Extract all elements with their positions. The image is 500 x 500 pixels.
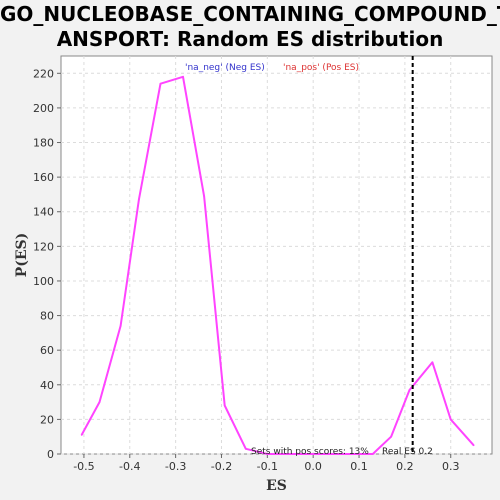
- grid-lines: [61, 56, 492, 455]
- data-point: [203, 195, 205, 197]
- data-point: [349, 453, 351, 455]
- y-tick-label: 20: [40, 413, 54, 426]
- data-point: [431, 361, 434, 364]
- data-point: [449, 418, 452, 421]
- data-point: [371, 453, 374, 455]
- data-point: [472, 444, 475, 447]
- x-axis: -0.5 -0.4 -0.3 -0.2 -0.1 0.0 0.1 0.2 0.3: [73, 454, 459, 473]
- y-tick-label: 60: [40, 344, 54, 357]
- legend-pos: 'na_pos' (Pos ES): [283, 63, 359, 73]
- chart-title-line2: ANSPORT: Random ES distribution: [56, 27, 444, 51]
- x-tick-label: -0.5: [73, 460, 94, 473]
- x-tick-label: -0.1: [257, 460, 278, 473]
- y-axis-title: P(ES): [14, 233, 30, 278]
- data-point: [119, 325, 122, 327]
- x-tick-label: 0.1: [350, 460, 368, 473]
- y-tick-label: 180: [33, 137, 54, 150]
- data-point: [244, 448, 247, 450]
- y-tick-label: 200: [33, 102, 54, 115]
- y-axis: 0 20 40 60 80 100 120 140 160 180 200 220: [33, 67, 61, 461]
- data-point: [159, 82, 162, 85]
- chart-title-line1: GO_NUCLEOBASE_CONTAINING_COMPOUND_TR: [0, 2, 500, 26]
- x-tick-label: 0.2: [396, 460, 414, 473]
- data-point: [330, 453, 333, 455]
- data-point: [408, 389, 411, 391]
- y-tick-label: 160: [33, 171, 54, 184]
- x-axis-title: ES: [266, 478, 287, 494]
- data-point: [223, 404, 226, 407]
- series-group: [80, 75, 475, 455]
- chart-title: GO_NUCLEOBASE_CONTAINING_COMPOUND_TR ANS…: [0, 2, 500, 52]
- y-tick-label: 40: [40, 379, 54, 392]
- data-point: [289, 453, 292, 455]
- x-tick-label: -0.4: [119, 460, 140, 473]
- x-tick-label: 0.3: [442, 460, 460, 473]
- y-tick-label: 120: [33, 240, 54, 253]
- data-point: [80, 434, 83, 436]
- data-point: [98, 401, 101, 403]
- y-tick-label: 80: [40, 310, 54, 323]
- plot-area: [60, 55, 493, 455]
- y-tick-label: 220: [33, 67, 54, 80]
- real-es-annotation: Real ES 0.2: [382, 447, 433, 457]
- y-tick-label: 140: [33, 206, 54, 219]
- x-tick-label: 0.0: [304, 460, 322, 473]
- data-point: [312, 453, 314, 455]
- x-tick-label: -0.3: [165, 460, 186, 473]
- series-line: [80, 75, 475, 455]
- legend-neg: 'na_neg' (Neg ES): [185, 63, 265, 73]
- data-point: [138, 198, 140, 201]
- x-tick-label: -0.2: [211, 460, 232, 473]
- y-tick-label: 0: [47, 448, 54, 461]
- data-point: [266, 453, 269, 455]
- pos-scores-annotation: Sets with pos scores: 13%: [251, 447, 369, 457]
- data-point: [390, 435, 392, 438]
- y-tick-label: 100: [33, 275, 54, 288]
- data-point: [182, 75, 184, 78]
